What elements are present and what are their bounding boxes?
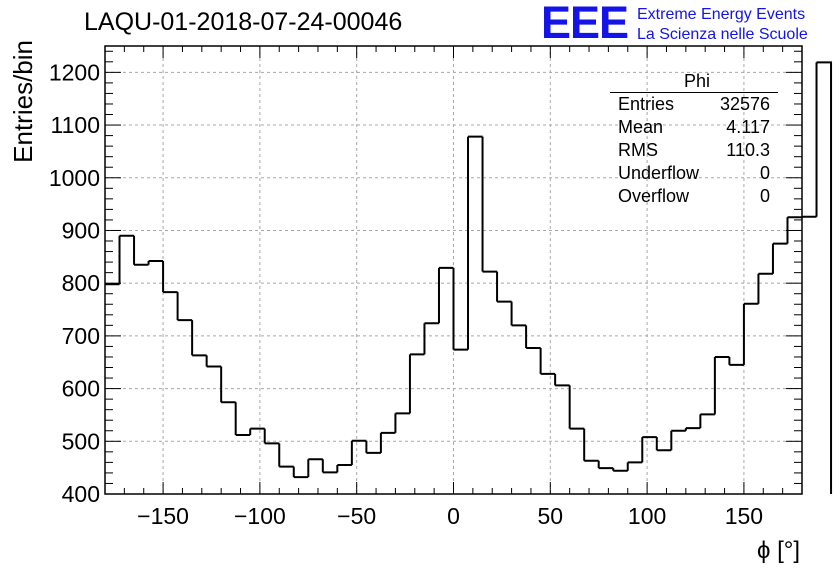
histogram-bin: [452, 267, 469, 351]
y-tick-label: 600: [62, 376, 100, 402]
histogram-bin: [147, 260, 164, 265]
stats-label: Entries: [618, 94, 675, 114]
histogram-bin: [481, 136, 498, 273]
histogram-bin: [510, 301, 527, 327]
histogram-bin: [771, 242, 788, 274]
eee-logo: EEE: [541, 0, 629, 48]
stats-value: 0: [759, 163, 770, 183]
x-tick-label: −100: [234, 503, 286, 529]
histogram-bin: [467, 135, 483, 350]
histogram-bin: [655, 437, 672, 452]
histogram-bin: [220, 366, 236, 404]
histogram-bin: [176, 292, 193, 322]
histogram-bin: [757, 272, 773, 304]
histogram-bin: [554, 373, 570, 387]
histogram-bin: [568, 385, 585, 430]
y-tick-label: 500: [62, 428, 100, 454]
stats-value: 4.117: [726, 117, 770, 137]
histogram-bin: [815, 61, 833, 494]
y-tick-label: 400: [62, 481, 100, 507]
histogram-bin: [525, 325, 541, 350]
y-axis-label: Entries/bin: [8, 40, 38, 163]
stats-name: Phi: [610, 70, 778, 93]
y-tick-label: 1000: [49, 165, 100, 191]
histogram-bin: [365, 440, 381, 454]
histogram-bin: [496, 271, 512, 303]
stats-value: 0: [759, 186, 770, 206]
histogram-bin: [742, 302, 759, 365]
histogram-bin: [583, 428, 599, 462]
histogram-bin: [379, 431, 396, 453]
histogram-bin: [801, 215, 817, 218]
histogram-bin: [350, 439, 367, 466]
stats-box: Phi Entries 32576 Mean 4.117 RMS 110.3 U…: [610, 70, 778, 208]
y-tick-label: 1100: [51, 112, 100, 138]
histogram-bin: [278, 443, 294, 468]
stats-row-entries: Entries 32576: [610, 93, 778, 116]
histogram-bin: [292, 466, 309, 479]
x-axis-label: ϕ [°]: [757, 537, 800, 564]
histogram-bin: [423, 322, 439, 355]
histogram-bin: [597, 460, 614, 470]
histogram-bin: [307, 458, 323, 478]
y-tick-label: 700: [62, 323, 100, 349]
stats-label: Mean: [618, 117, 664, 137]
histogram-bin: [728, 356, 744, 366]
histogram-bin: [394, 412, 410, 433]
histogram-bin: [234, 402, 251, 436]
stats-label: RMS: [618, 140, 658, 160]
histogram-bin: [612, 468, 628, 472]
y-tick-label: 1200: [49, 59, 100, 85]
histogram-bin: [437, 266, 454, 324]
y-tick-label: 800: [62, 270, 100, 296]
stats-row-overflow: Overflow 0: [610, 185, 778, 208]
histogram-bin: [191, 320, 207, 357]
histogram-bin: [118, 234, 135, 285]
x-tick-label: 150: [725, 503, 763, 529]
histogram-bin: [205, 355, 222, 368]
histogram-bin: [641, 436, 657, 463]
x-tick-label: 50: [538, 503, 564, 529]
histogram-bin: [162, 261, 178, 294]
stats-value: 32576: [719, 94, 770, 114]
histogram-bin: [713, 355, 730, 415]
histogram-bin: [321, 459, 338, 474]
x-tick-label: −150: [137, 503, 189, 529]
stats-row-underflow: Underflow 0: [610, 162, 778, 185]
logo-line-2: La Scienza nelle Scuole: [637, 26, 808, 43]
histogram-bin: [408, 353, 425, 414]
histogram-bin: [626, 461, 643, 471]
histogram-bin: [133, 235, 149, 266]
histogram-bin: [249, 427, 265, 435]
stats-label: Underflow: [618, 163, 700, 183]
x-tick-label: −50: [337, 503, 376, 529]
y-tick-label: 900: [62, 217, 100, 243]
stats-row-mean: Mean 4.117: [610, 116, 778, 139]
histogram-bin: [670, 429, 686, 451]
histogram-bin: [336, 464, 352, 473]
stats-row-rms: RMS 110.3: [610, 139, 778, 162]
x-tick-label: 100: [628, 503, 666, 529]
stats-value: 110.3: [726, 140, 770, 160]
histogram-bin: [699, 413, 715, 429]
chart-title: LAQU-01-2018-07-24-00046: [84, 8, 403, 36]
logo-line-1: Extreme Energy Events: [637, 6, 806, 23]
stats-label: Overflow: [618, 186, 690, 206]
x-tick-label: 0: [447, 503, 460, 529]
histogram-bin: [684, 427, 701, 431]
histogram-bin: [539, 348, 556, 375]
histogram-bin: [263, 428, 280, 445]
